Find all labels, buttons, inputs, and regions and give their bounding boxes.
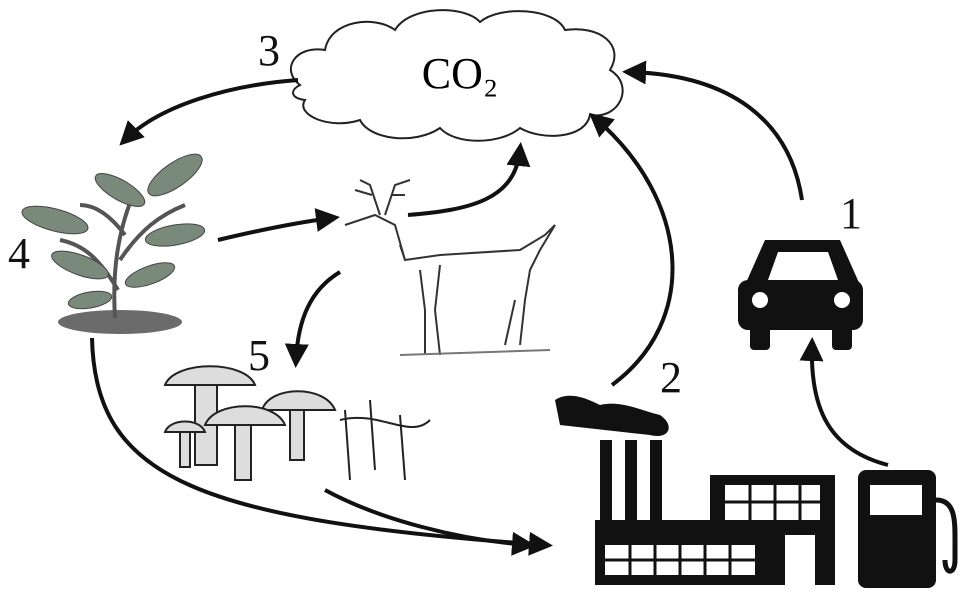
mushrooms (165, 366, 430, 480)
carbon-cycle-diagram: CO₂ (0, 0, 963, 592)
plant (19, 147, 208, 334)
step-number: 4 (8, 229, 30, 278)
step-number: 3 (258, 26, 280, 75)
step-number: 2 (660, 353, 682, 402)
factory (555, 396, 835, 585)
cloud-label: CO₂ (422, 49, 498, 98)
step-number: 5 (248, 331, 270, 380)
deer (345, 180, 555, 355)
step-number: 1 (840, 189, 862, 238)
fuel-pump (858, 470, 955, 588)
car (738, 240, 863, 350)
